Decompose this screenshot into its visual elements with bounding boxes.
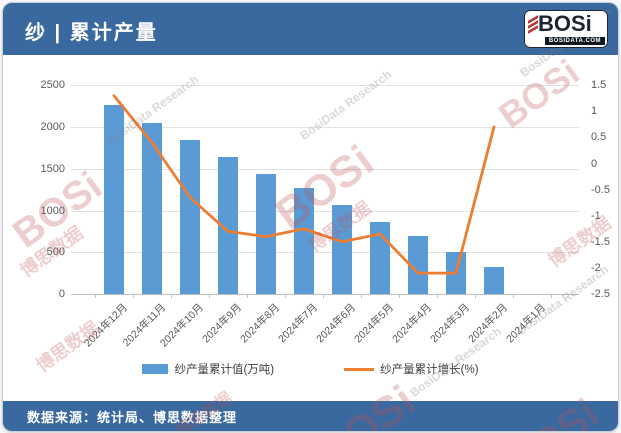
x-axis-label-text: 2024年3月 (427, 301, 472, 346)
right-axis-tick-label: -2 (591, 261, 601, 274)
x-axis-label-text: 2024年8月 (237, 301, 282, 346)
legend-label: 纱产量累计值(万吨) (174, 364, 275, 376)
bar-2024年5月 (370, 222, 390, 294)
bar-2024年4月 (408, 236, 428, 294)
x-axis-tick (247, 294, 248, 298)
x-axis-tick (399, 294, 400, 298)
right-axis-tick-label: 1.5 (591, 79, 607, 92)
bar-2024年11月 (142, 122, 162, 294)
legend-swatch-line (344, 367, 375, 371)
right-axis-tick-label: -0.5 (591, 183, 610, 196)
x-axis-tick (437, 294, 438, 298)
bar-2024年2月 (484, 267, 504, 294)
right-axis-tick-label: -1.5 (591, 235, 610, 248)
x-axis-label-text: 2024年6月 (313, 301, 358, 346)
logo-stripes-icon (528, 15, 538, 34)
bar-2024年6月 (332, 204, 352, 294)
x-axis-label-text: 2024年1月 (503, 301, 548, 346)
x-axis-tick (475, 294, 476, 298)
x-axis-tick (133, 294, 134, 298)
bar-2024年9月 (218, 157, 238, 294)
x-axis-tick (209, 294, 210, 298)
x-axis-label-text: 2024年7月 (275, 301, 320, 346)
right-axis-tick-label: 0 (591, 157, 598, 170)
x-axis-label-text: 2024年5月 (351, 301, 396, 346)
chart-legend: 纱产量累计值(万吨) 纱产量累计增长(%) (3, 361, 618, 377)
gridline (71, 294, 579, 295)
bar-2024年7月 (294, 187, 314, 294)
page-title: 纱 | 累计产量 (25, 22, 158, 44)
x-axis-tick (323, 294, 324, 298)
left-axis-tick-label: 2000 (40, 121, 65, 134)
legend-item: 纱产量累计增长(%) (344, 361, 479, 377)
logo-wordmark: BOSi (538, 11, 592, 36)
left-axis-tick-label: 1000 (40, 204, 65, 217)
x-axis-tick (361, 294, 362, 298)
left-axis-tick-label: 500 (46, 246, 65, 259)
right-axis-tick-label: 1 (591, 105, 598, 118)
legend-label: 纱产量累计增长(%) (380, 364, 479, 376)
x-axis-tick (513, 294, 514, 298)
logo-domain: BOSIDATA.COM (544, 37, 605, 45)
bar-2024年3月 (446, 252, 466, 294)
x-axis-label-text: 2024年4月 (389, 301, 434, 346)
right-axis-tick-label: 0.5 (591, 131, 607, 144)
left-axis-tick-label: 2500 (40, 79, 65, 92)
legend-item: 纱产量累计值(万吨) (142, 361, 274, 377)
x-axis-label-text: 2024年9月 (199, 301, 244, 346)
data-source-text: 数据来源：统计局、博思数据整理 (27, 410, 238, 425)
bar-2024年12月 (104, 104, 124, 294)
chart: 0 500 1000 1500 2000 2500 1.5 1 0.5 0 -0.5 -1 -1.5 -2… (3, 3, 618, 431)
brand-logo: BOSi BOSIDATA.COM (524, 10, 608, 48)
x-axis-tick (285, 294, 286, 298)
right-axis-tick-label: -1 (591, 209, 601, 222)
footer-banner: 数据来源：统计局、博思数据整理 (3, 401, 618, 431)
left-axis-tick-label: 0 (58, 288, 65, 300)
x-axis-tick (171, 294, 172, 298)
legend-swatch-bar (142, 364, 169, 374)
gridline (71, 85, 579, 87)
x-axis-tick (95, 294, 96, 298)
header-banner: 纱 | 累计产量 (3, 3, 618, 55)
x-axis-tick (551, 294, 552, 298)
right-axis-tick-label: -2.5 (591, 288, 610, 300)
x-axis-label-text: 2024年2月 (465, 301, 510, 346)
left-axis-tick-label: 1500 (40, 162, 65, 175)
bar-2024年8月 (256, 173, 276, 294)
bar-2024年10月 (180, 139, 200, 294)
